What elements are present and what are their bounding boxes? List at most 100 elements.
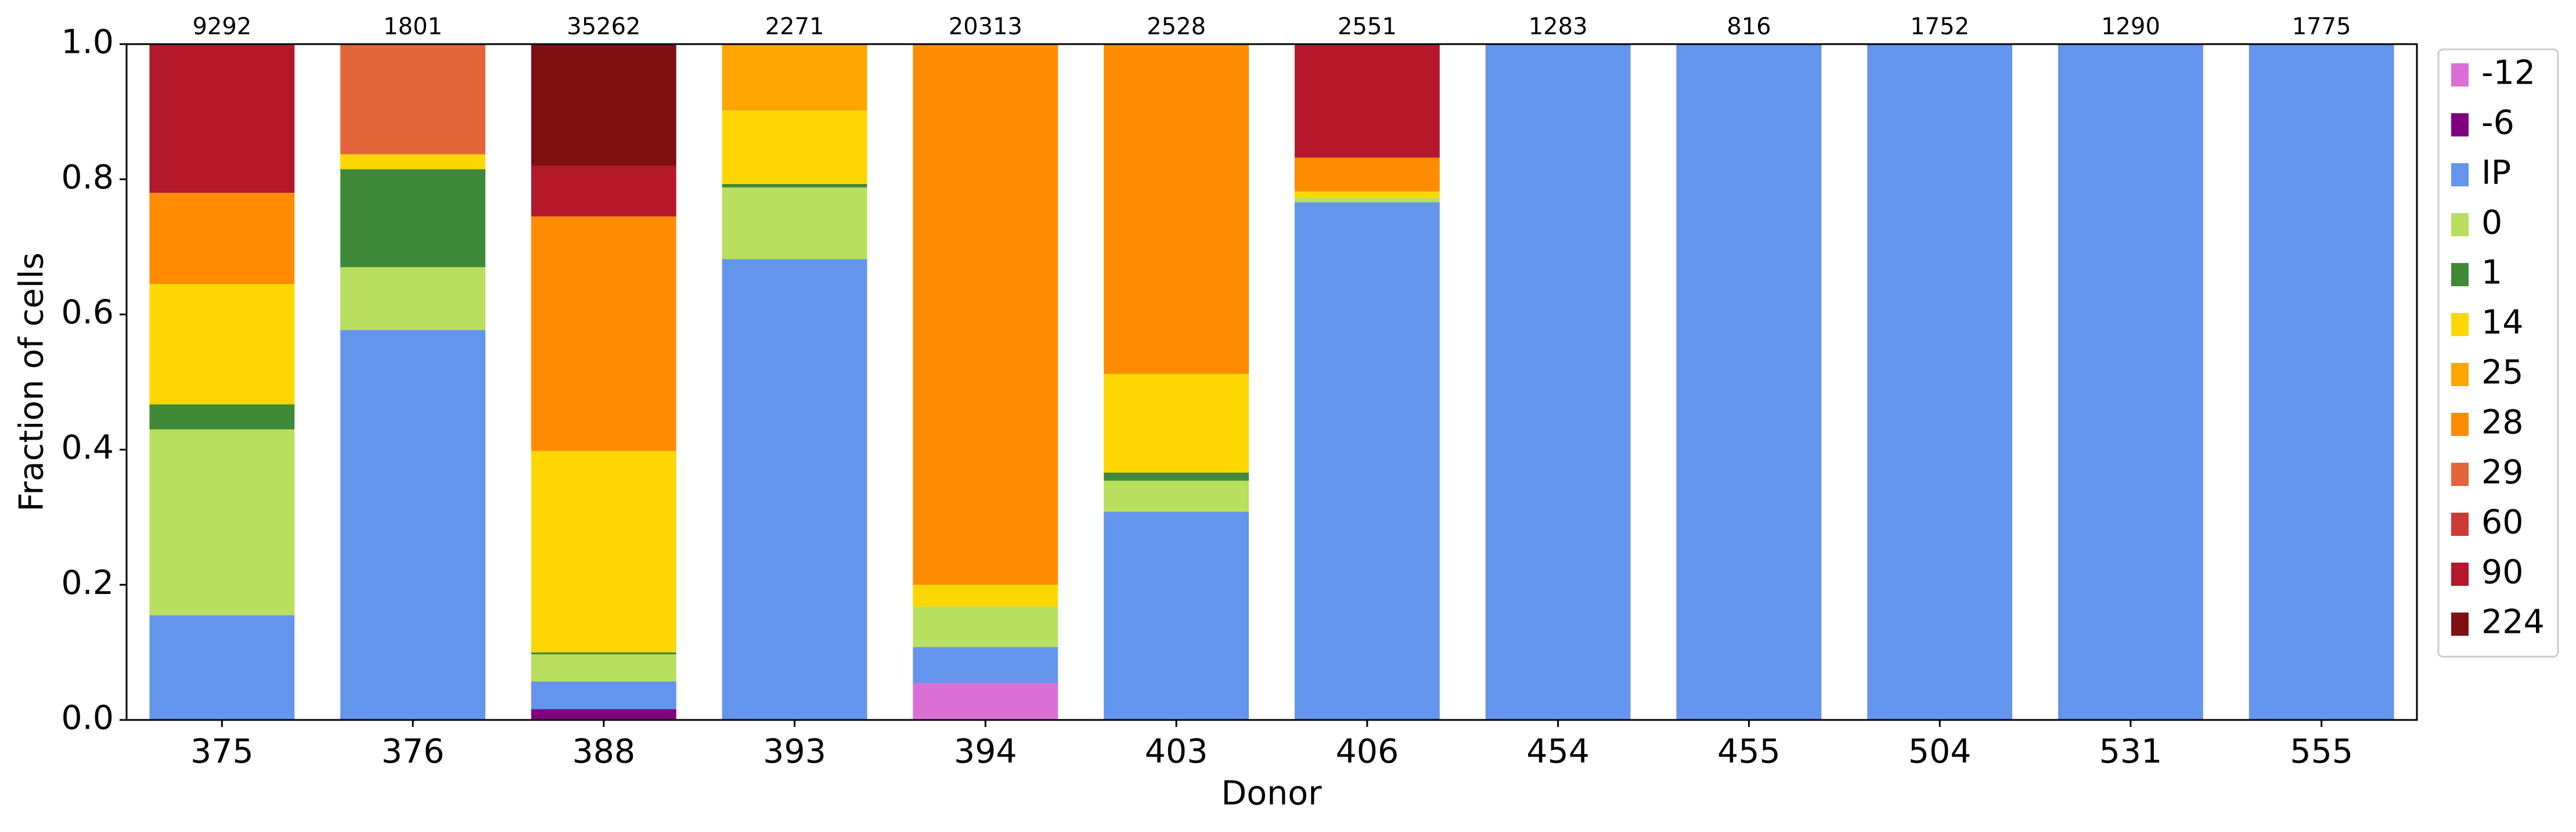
legend-label: 224 bbox=[2481, 603, 2545, 642]
bar-segment bbox=[722, 187, 867, 260]
legend-label: 60 bbox=[2481, 503, 2524, 542]
bar-segment bbox=[149, 615, 295, 720]
legend-label: 25 bbox=[2481, 354, 2524, 392]
bar-segment bbox=[340, 330, 486, 720]
bar-segment bbox=[913, 585, 1058, 607]
bar-segment bbox=[531, 165, 676, 217]
legend-label: 29 bbox=[2481, 453, 2524, 492]
x-tick-label: 455 bbox=[1717, 733, 1781, 771]
legend-box bbox=[2437, 48, 2559, 658]
bar-segment bbox=[1294, 157, 1440, 192]
bar-segment bbox=[722, 44, 867, 111]
bar-segment bbox=[531, 709, 676, 720]
legend-swatch bbox=[2451, 463, 2469, 486]
x-tick-label: 376 bbox=[381, 733, 445, 771]
bar-label: 1801 bbox=[383, 13, 442, 40]
legend-label: 28 bbox=[2481, 404, 2524, 442]
bar-segment bbox=[913, 44, 1058, 585]
bar-label: 2528 bbox=[1147, 13, 1206, 40]
legend-label: IP bbox=[2481, 154, 2511, 192]
legend-swatch bbox=[2451, 513, 2469, 536]
bar-segment bbox=[913, 647, 1058, 683]
bar-segment bbox=[913, 606, 1058, 647]
legend-label: 14 bbox=[2481, 304, 2524, 342]
plot-frame bbox=[125, 43, 2418, 721]
y-tick-label: 0.6 bbox=[61, 293, 114, 332]
bar-segment bbox=[531, 654, 676, 682]
bar-segment bbox=[149, 44, 295, 193]
bar-segment bbox=[340, 267, 486, 330]
bar-segment bbox=[2249, 44, 2394, 720]
legend-label: 90 bbox=[2481, 553, 2524, 592]
bar-segment bbox=[2058, 44, 2203, 720]
legend-swatch bbox=[2451, 563, 2469, 586]
y-tick-label: 0.8 bbox=[61, 158, 114, 196]
x-tick-label: 531 bbox=[2099, 733, 2162, 771]
bar-segment bbox=[1294, 197, 1440, 203]
bar-label: 2551 bbox=[1338, 13, 1397, 40]
legend-swatch bbox=[2451, 213, 2469, 236]
x-tick-label: 394 bbox=[954, 733, 1017, 771]
x-axis-label: Donor bbox=[1221, 775, 1322, 813]
y-tick-label: 0.4 bbox=[61, 428, 114, 467]
bar-label: 1283 bbox=[1529, 13, 1588, 40]
bar-segment bbox=[149, 284, 295, 405]
bar-label: 1752 bbox=[1910, 13, 1969, 40]
legend-swatch bbox=[2451, 413, 2469, 436]
bar-label: 9292 bbox=[192, 13, 251, 40]
bar-label: 1775 bbox=[2292, 13, 2351, 40]
bar-segment bbox=[340, 169, 486, 268]
bar-segment bbox=[531, 451, 676, 653]
x-tick-label: 454 bbox=[1526, 733, 1590, 771]
bar-segment bbox=[1104, 472, 1249, 481]
legend-swatch bbox=[2451, 363, 2469, 386]
legend-swatch bbox=[2451, 613, 2469, 636]
bar-segment bbox=[722, 259, 867, 721]
bar-segment bbox=[1294, 202, 1440, 721]
bar-label: 35262 bbox=[567, 13, 640, 40]
bar-segment bbox=[913, 682, 1058, 720]
bar-segment bbox=[1676, 44, 1822, 720]
bar-segment bbox=[1294, 44, 1440, 158]
x-tick-label: 406 bbox=[1335, 733, 1399, 771]
x-tick-label: 393 bbox=[763, 733, 826, 771]
bar-label: 20313 bbox=[949, 13, 1022, 40]
bar-segment bbox=[340, 154, 486, 170]
x-tick-label: 504 bbox=[1908, 733, 1972, 771]
x-tick-label: 388 bbox=[572, 733, 635, 771]
legend-swatch bbox=[2451, 313, 2469, 336]
bar-segment bbox=[1104, 44, 1249, 374]
bar-segment bbox=[340, 44, 486, 154]
bar-segment bbox=[1104, 480, 1249, 512]
bar-segment bbox=[531, 652, 676, 655]
bar-segment bbox=[149, 429, 295, 615]
legend-swatch bbox=[2451, 163, 2469, 186]
legend-swatch bbox=[2451, 263, 2469, 286]
bar-segment bbox=[149, 404, 295, 430]
bar-segment bbox=[1485, 44, 1631, 720]
bar-segment bbox=[722, 110, 867, 184]
y-tick-label: 1.0 bbox=[61, 23, 114, 62]
x-tick-label: 375 bbox=[190, 733, 254, 771]
bar-segment bbox=[531, 44, 676, 166]
legend-label: -6 bbox=[2481, 104, 2514, 142]
legend-swatch bbox=[2451, 63, 2469, 87]
bar-segment bbox=[531, 216, 676, 451]
bar-segment bbox=[1104, 512, 1249, 720]
y-axis-label: Fraction of cells bbox=[13, 253, 51, 512]
y-tick-label: 0.0 bbox=[61, 699, 114, 737]
x-tick-label: 555 bbox=[2290, 733, 2353, 771]
bar-segment bbox=[1867, 44, 2013, 720]
bar-segment bbox=[722, 183, 867, 188]
bar-segment bbox=[1294, 191, 1440, 198]
bar-label: 2271 bbox=[765, 13, 824, 40]
legend-label: 1 bbox=[2481, 254, 2502, 292]
y-tick-label: 0.2 bbox=[61, 564, 114, 602]
bar-segment bbox=[531, 681, 676, 709]
bar-label: 816 bbox=[1727, 13, 1771, 40]
legend-label: -12 bbox=[2481, 54, 2535, 92]
legend-label: 0 bbox=[2481, 204, 2502, 242]
bar-label: 1290 bbox=[2101, 13, 2160, 40]
legend-swatch bbox=[2451, 113, 2469, 136]
